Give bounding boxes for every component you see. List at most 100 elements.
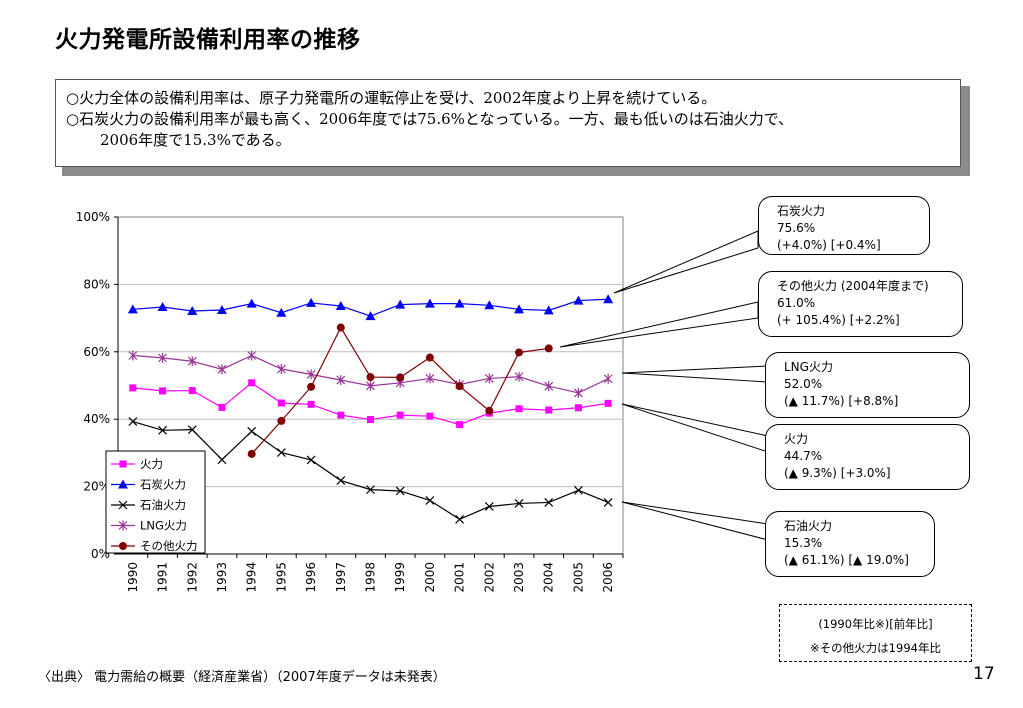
callout-oil-value: 15.3% bbox=[784, 536, 823, 550]
data-point-thermal bbox=[574, 404, 582, 412]
callout-oil: 石油火力 15.3% (▲ 61.1%) [▲ 19.0%] bbox=[765, 511, 935, 577]
data-point-oil bbox=[336, 476, 346, 485]
callout-coal-value: 75.6% bbox=[777, 221, 816, 235]
data-point-coal bbox=[276, 307, 287, 317]
x-tick-label: 2005 bbox=[571, 562, 585, 593]
callout-thermal-value: 44.7% bbox=[784, 449, 823, 463]
legend-label: 火力 bbox=[140, 457, 163, 471]
legend-label: その他火力 bbox=[140, 539, 198, 553]
y-tick-label: 20% bbox=[83, 480, 110, 494]
data-point-lng bbox=[217, 364, 227, 375]
data-point-oil bbox=[247, 426, 257, 436]
callout-lng-change: (▲ 11.7%) [+8.8%] bbox=[784, 394, 899, 408]
x-tick-label: 1997 bbox=[334, 562, 348, 593]
data-point-other bbox=[425, 353, 434, 362]
legend-item-lng: LNG火力 bbox=[111, 519, 187, 533]
data-point-thermal bbox=[545, 406, 553, 414]
legend-item-other: その他火力 bbox=[111, 539, 198, 553]
data-point-other bbox=[515, 348, 524, 357]
data-point-thermal bbox=[248, 379, 256, 387]
x-tick-label: 1999 bbox=[393, 562, 407, 593]
data-point-coal bbox=[603, 294, 614, 304]
legend-item-thermal: 火力 bbox=[111, 457, 163, 471]
callout-lng-value: 52.0% bbox=[784, 377, 823, 391]
legend-marker bbox=[118, 500, 128, 510]
data-point-lng bbox=[366, 380, 375, 391]
data-point-coal bbox=[395, 299, 406, 309]
legend-label: LNG火力 bbox=[140, 519, 187, 533]
x-tick-label: 1996 bbox=[304, 562, 318, 593]
data-point-other bbox=[485, 406, 494, 415]
summary-line-3: 2006年度で15.3%である。 bbox=[100, 131, 291, 149]
data-point-coal bbox=[157, 301, 168, 311]
data-point-thermal bbox=[367, 416, 374, 424]
data-point-thermal bbox=[129, 384, 137, 392]
data-point-lng bbox=[247, 350, 257, 361]
data-point-thermal bbox=[337, 411, 345, 419]
callout-coal-label: 石炭火力 bbox=[777, 204, 826, 218]
data-point-lng bbox=[484, 373, 494, 384]
data-point-lng bbox=[574, 387, 583, 398]
data-point-coal bbox=[216, 305, 227, 315]
data-point-coal bbox=[127, 304, 138, 314]
callout-oil-change: (▲ 61.1%) [▲ 19.0%] bbox=[784, 553, 909, 567]
summary-line-1: ○火力全体の設備利用率は、原子力発電所の運転停止を受け、2002年度より上昇を続… bbox=[66, 89, 717, 107]
data-point-lng bbox=[336, 375, 346, 386]
note-line-2: ※その他火力は1994年比 bbox=[810, 641, 941, 655]
data-point-lng bbox=[306, 369, 316, 380]
data-point-other bbox=[544, 344, 553, 353]
data-point-other bbox=[366, 373, 375, 382]
y-tick-label: 40% bbox=[83, 412, 110, 426]
data-point-coal bbox=[187, 306, 198, 316]
source-citation: 〈出典〉 電力需給の概要（経済産業省）（2007年度データは未発表） bbox=[38, 670, 446, 685]
data-point-oil bbox=[544, 498, 554, 507]
callout-other-value: 61.0% bbox=[777, 296, 816, 310]
data-point-oil bbox=[158, 425, 167, 435]
data-point-lng bbox=[425, 373, 435, 384]
data-point-oil bbox=[217, 455, 227, 465]
page-title: 火力発電所設備利用率の推移 bbox=[55, 27, 361, 53]
data-point-coal bbox=[573, 295, 584, 305]
note-box: (1990年比※)[前年比] ※その他火力は1994年比 bbox=[779, 604, 972, 662]
data-point-coal bbox=[543, 305, 554, 315]
data-point-thermal bbox=[456, 421, 464, 429]
data-point-oil bbox=[276, 448, 286, 457]
data-point-coal bbox=[484, 300, 495, 310]
data-point-oil bbox=[455, 514, 465, 524]
data-point-other bbox=[277, 416, 286, 425]
data-point-oil bbox=[366, 485, 375, 495]
x-tick-label: 1993 bbox=[215, 562, 229, 593]
data-point-thermal bbox=[188, 387, 196, 395]
x-tick-label: 2006 bbox=[601, 562, 615, 593]
callout-other-change: (+ 105.4%) [+2.2%] bbox=[777, 313, 900, 327]
data-point-oil bbox=[306, 455, 316, 465]
legend-item-oil: 石油火力 bbox=[111, 498, 186, 512]
data-point-oil bbox=[187, 425, 197, 435]
callout-oil-label: 石油火力 bbox=[784, 519, 833, 533]
data-point-coal bbox=[514, 304, 525, 314]
summary-line-2: ○石炭火力の設備利用率が最も高く、2006年度では75.6%となっている。一方、… bbox=[66, 110, 794, 128]
data-point-oil bbox=[574, 485, 583, 495]
data-point-lng bbox=[128, 350, 138, 361]
y-tick-label: 60% bbox=[83, 345, 110, 359]
callout-lng: LNG火力 52.0% (▲ 11.7%) [+8.8%] bbox=[765, 352, 970, 418]
callout-coal: 石炭火力 75.6% (+4.0%) [+0.4%] bbox=[758, 196, 930, 255]
series-oil bbox=[128, 417, 613, 524]
x-tick-label: 2001 bbox=[453, 562, 467, 593]
data-point-other bbox=[307, 382, 316, 391]
callout-other: その他火力 (2004年度まで) 61.0% (+ 105.4%) [+2.2%… bbox=[758, 271, 963, 337]
data-point-coal bbox=[424, 298, 435, 308]
legend-label: 石油火力 bbox=[140, 498, 186, 512]
data-point-thermal bbox=[396, 411, 404, 419]
y-tick-label: 80% bbox=[83, 277, 110, 291]
data-point-other bbox=[336, 323, 345, 332]
x-tick-label: 1990 bbox=[126, 562, 140, 593]
legend-marker bbox=[118, 479, 128, 489]
data-point-lng bbox=[514, 371, 524, 382]
callout-other-label: その他火力 (2004年度まで) bbox=[777, 279, 929, 293]
data-point-thermal bbox=[515, 405, 523, 413]
legend-marker bbox=[119, 542, 127, 550]
x-tick-label: 2003 bbox=[512, 562, 526, 593]
callout-thermal-change: (▲ 9.3%) [+3.0%] bbox=[784, 466, 891, 480]
data-point-lng bbox=[158, 352, 167, 363]
